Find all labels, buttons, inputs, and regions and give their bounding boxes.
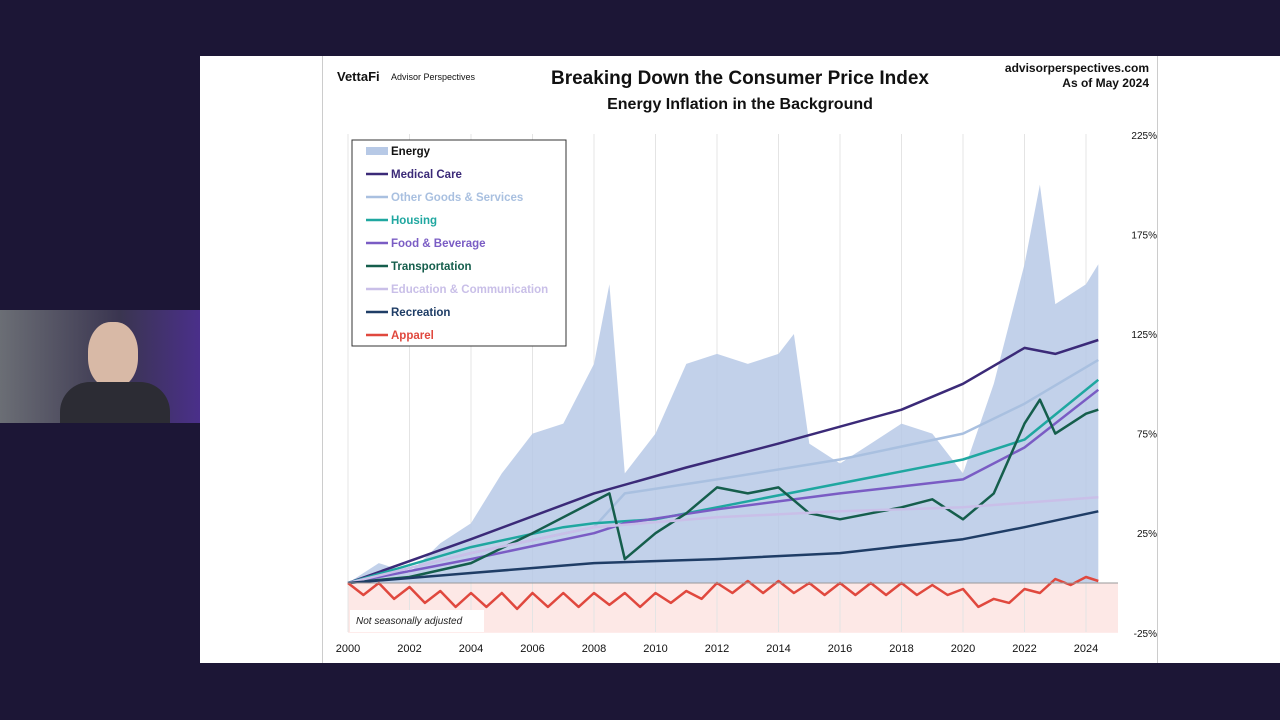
series-line-apparel — [347, 575, 1099, 611]
y-tick-label: 75% — [1137, 430, 1157, 441]
y-tick-label: 225% — [1131, 131, 1157, 142]
y-tick-label: 175% — [1131, 230, 1157, 241]
x-tick-label: 2022 — [1012, 643, 1036, 655]
series-line-medical-care — [347, 338, 1099, 585]
presenter-webcam — [0, 310, 200, 423]
legend-item: Apparel — [391, 330, 434, 342]
legend-item: Medical Care — [391, 169, 462, 181]
presenter-face — [88, 322, 138, 388]
x-tick-label: 2012 — [705, 643, 729, 655]
legend-item: Other Goods & Services — [391, 192, 523, 204]
chart-subtitle: Energy Inflation in the Background — [607, 96, 873, 113]
chart-frame — [322, 56, 1158, 663]
y-tick-label: -25% — [1134, 629, 1157, 640]
as-of-date: As of May 2024 — [1062, 76, 1149, 90]
chart-title: Breaking Down the Consumer Price Index — [551, 68, 929, 89]
y-tick-label: 125% — [1131, 330, 1157, 341]
legend-swatch — [366, 147, 388, 155]
x-tick-label: 2016 — [828, 643, 852, 655]
legend-item: Transportation — [391, 261, 472, 273]
x-tick-label: 2000 — [336, 643, 360, 655]
x-tick-label: 2006 — [520, 643, 544, 655]
presenter-body — [60, 382, 170, 423]
x-tick-label: 2004 — [459, 643, 483, 655]
source-info: advisorperspectives.com As of May 2024 — [1005, 61, 1149, 91]
series-line-food-beverage — [347, 388, 1100, 585]
annotation-box — [350, 610, 484, 632]
site-url: advisorperspectives.com — [1004, 61, 1149, 75]
annotation-not-seasonally-adjusted: Not seasonally adjusted — [356, 616, 463, 627]
x-tick-label: 2020 — [951, 643, 975, 655]
x-tick-label: 2002 — [397, 643, 421, 655]
legend-item: Recreation — [391, 307, 450, 319]
y-tick-label: 25% — [1137, 529, 1157, 540]
series-line-education-communication — [347, 496, 1099, 585]
x-tick-label: 2024 — [1074, 643, 1098, 655]
x-tick-label: 2018 — [889, 643, 913, 655]
legend-item: Education & Communication — [391, 284, 548, 296]
x-tick-label: 2008 — [582, 643, 606, 655]
vettafi-logo: VettaFi — [337, 69, 380, 84]
logo-subtitle: Advisor Perspectives — [391, 72, 476, 82]
legend-item: Energy — [391, 146, 431, 158]
x-tick-label: 2014 — [766, 643, 790, 655]
series-line-recreation — [347, 510, 1099, 585]
x-tick-label: 2010 — [643, 643, 667, 655]
legend-item: Food & Beverage — [391, 238, 486, 250]
energy-area — [348, 184, 1099, 583]
legend-item: Housing — [391, 215, 437, 227]
